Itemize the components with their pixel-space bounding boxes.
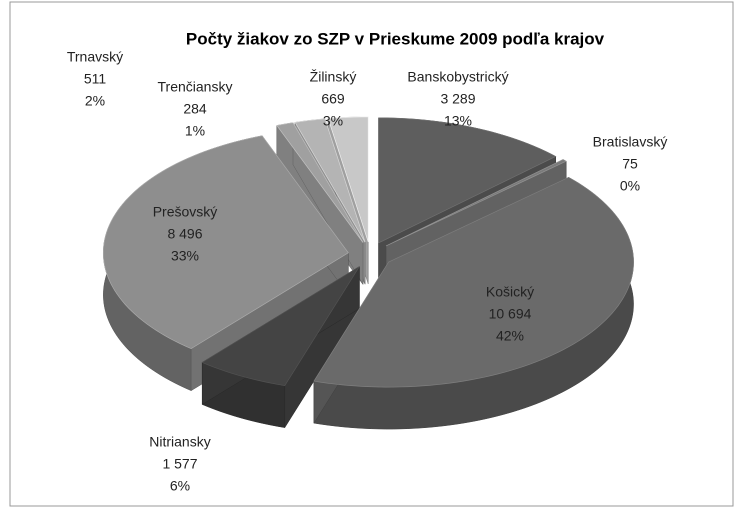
data-label-percent: 0% xyxy=(620,178,640,194)
slice xyxy=(276,122,364,243)
data-label-name: Trnavský xyxy=(67,49,123,65)
data-label-name: Banskobystrický xyxy=(407,69,508,85)
slice xyxy=(201,266,360,387)
data-label-percent: 13% xyxy=(444,113,472,129)
data-label-value: 8 496 xyxy=(167,226,202,242)
data-label-name: Bratislavský xyxy=(593,134,668,150)
slice xyxy=(327,116,369,242)
data-label-name: Košický xyxy=(486,284,534,300)
data-label-value: 10 694 xyxy=(489,306,532,322)
slice xyxy=(378,117,557,244)
slice xyxy=(102,135,349,350)
slice xyxy=(385,159,567,247)
data-label-name: Žilinský xyxy=(310,69,357,85)
data-label-value: 75 xyxy=(622,156,638,172)
data-label-value: 1 577 xyxy=(162,456,197,472)
data-label-percent: 42% xyxy=(496,328,524,344)
data-label-percent: 6% xyxy=(170,478,190,494)
data-label-percent: 1% xyxy=(185,123,205,139)
data-label-percent: 3% xyxy=(323,113,343,129)
data-label-percent: 2% xyxy=(85,93,105,109)
chart-title: Počty žiakov zo SZP v Prieskume 2009 pod… xyxy=(186,29,605,48)
data-label-name: Prešovský xyxy=(153,204,218,220)
slice xyxy=(313,176,634,388)
slice xyxy=(294,118,366,243)
data-label-value: 669 xyxy=(321,91,345,107)
data-label-name: Trenčiansky xyxy=(158,79,233,95)
data-label-percent: 33% xyxy=(171,248,199,264)
data-label-value: 3 289 xyxy=(440,91,475,107)
data-label-name: Nitriansky xyxy=(149,434,210,450)
data-label-value: 511 xyxy=(84,71,107,87)
data-label-value: 284 xyxy=(183,101,207,117)
